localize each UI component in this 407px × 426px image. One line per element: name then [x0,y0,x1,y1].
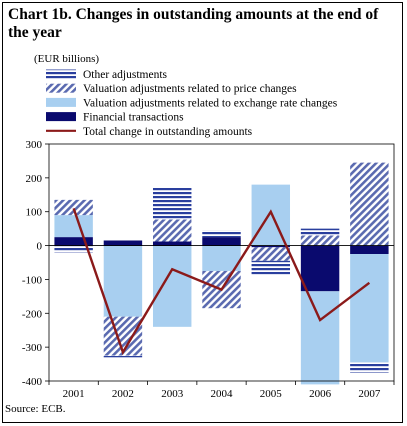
axes-layer: -400 -300 -200 -100 0 100 200 300 2001 2002 2003 20… [22,139,395,400]
legend-label-1: Valuation adjustments related to price c… [83,83,297,95]
y-tick-label: -100 [22,274,43,286]
bar-2007-series-3 [350,362,389,373]
bar-2004-series-1 [202,245,241,271]
y-tick-label: -300 [22,342,43,354]
bar-2005-series-2 [251,247,291,261]
y-tick-label: 200 [26,173,43,185]
legend-swatch-1 [46,83,76,93]
bar-2001-series-2 [54,199,93,216]
x-tick-label: 2006 [309,388,332,400]
legend-swatch-0 [46,69,76,79]
bar-2002-series-3 [103,355,143,358]
legend-label-2: Valuation adjustments related to exchang… [83,97,338,109]
bar-2005-series-0 [251,245,291,248]
bar-2002-series-0 [103,240,143,246]
x-tick-label: 2004 [211,388,234,400]
legend-label-4: Total change in outstanding amounts [83,126,253,138]
x-tick-label: 2001 [63,388,85,400]
bar-2003-series-1 [152,245,192,327]
x-tick-label: 2007 [358,388,381,400]
x-tick-label: 2005 [260,388,283,400]
y-tick-label: 300 [26,139,43,151]
x-tick-label: 2003 [161,388,184,400]
bar-2002-series-1 [103,245,143,317]
bar-2003-series-3 [152,187,192,220]
bar-2004-series-0 [202,237,241,246]
bar-2007-series-1 [350,254,389,363]
bar-2006-series-3 [300,228,340,236]
total-line-layer [72,207,371,356]
bars-layer [54,162,389,385]
bar-2004-series-3 [202,230,241,238]
bar-2005-series-3 [251,260,291,275]
bar-2006-series-2 [300,235,340,246]
chart-title: Chart 1b. Changes in outstanding amounts… [8,6,379,41]
bar-2005-series-1 [251,184,291,246]
x-tick-label: 2002 [112,388,134,400]
bar-2001-series-1 [54,215,93,238]
y-tick-label: -400 [22,376,43,388]
total-change-line [72,207,371,356]
y-tick-label: 0 [37,241,43,253]
legend-label-0: Other adjustments [83,69,168,81]
y-tick-label: 100 [26,207,43,219]
bar-2007-series-0 [350,245,389,255]
source-note: Source: ECB. [5,403,66,415]
legend: Other adjustments Valuation adjustments r… [46,69,338,138]
legend-label-3: Financial transactions [83,112,184,124]
plot-border [48,143,395,382]
bar-2006-series-1 [300,291,340,385]
legend-swatch-2 [46,97,76,107]
bar-2003-series-2 [152,219,192,242]
bar-2006-series-0 [300,245,340,292]
bar-2001-series-0 [54,237,93,246]
bar-2001-series-3 [54,245,93,253]
bar-2003-series-0 [152,241,192,246]
unit-label: (EUR billions) [34,53,100,65]
legend-swatch-3 [46,112,76,122]
bar-2007-series-2 [350,162,389,246]
y-tick-label: -200 [22,308,43,320]
